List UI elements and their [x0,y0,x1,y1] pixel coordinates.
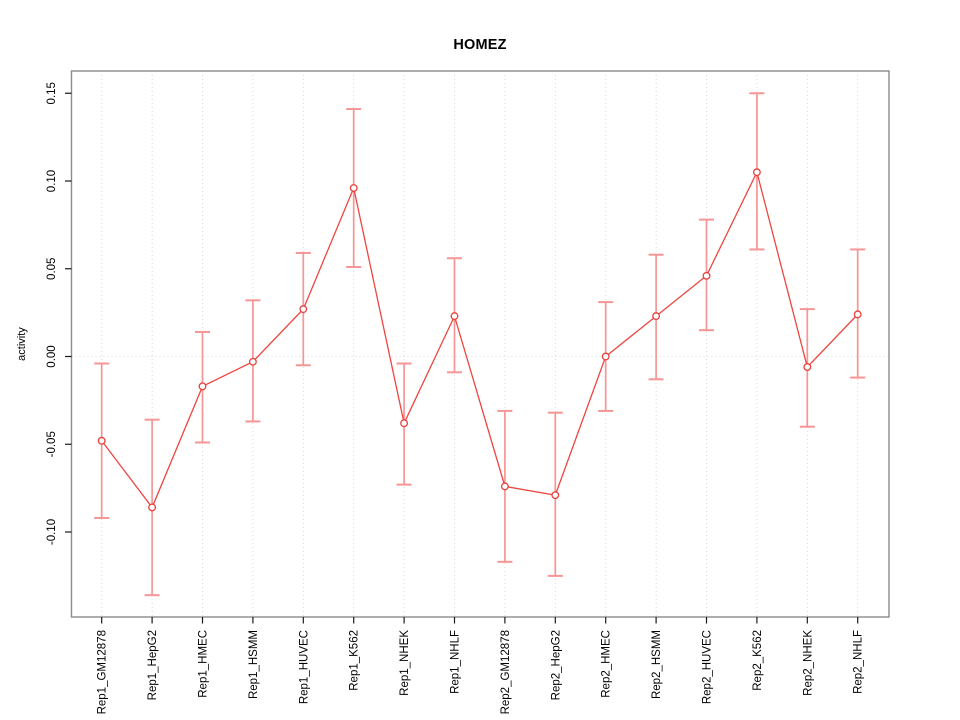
data-point [601,352,610,361]
chart-title: HOMEZ [453,37,507,53]
x-tick-label: Rep1_HepG2 [147,630,159,700]
x-tick-label: Rep1_HSMM [248,630,260,699]
y-tick-label: 0.15 [46,82,58,104]
x-tick-label: Rep2_NHLF [853,630,865,694]
plot-generated-content: 0.15 0.10 0.05 0.00 -0.05 -0.10 Rep1_GM12878 Re… [46,70,890,714]
x-tick-label: Rep2_GM12878 [500,630,512,714]
data-point [500,482,509,491]
y-tick-label: 0.05 [46,258,58,280]
series-line [101,170,859,509]
x-tick-label: Rep2_K562 [752,630,764,691]
data-point [97,436,106,445]
plot-border [70,70,890,618]
x-tick-label: Rep1_HUVEC [298,630,310,704]
x-tick-label: Rep2_HSMM [651,630,663,699]
data-point [148,503,157,512]
data-point [248,357,257,366]
data-point [652,312,661,321]
data-point [702,271,711,280]
x-tick-label: Rep1_NHEK [399,630,411,696]
x-tick-label: Rep2_HUVEC [702,630,714,704]
data-point [400,419,409,428]
data-point [299,305,308,314]
data-point [349,184,358,192]
data-point [853,310,862,319]
data-point [450,312,459,321]
y-tick-label: 0.10 [46,170,58,192]
x-tick-label: Rep1_GM12878 [97,630,109,714]
y-tick-label: 0.00 [46,345,58,367]
x-tick-label: Rep1_HMEC [198,630,210,698]
data-point [198,382,207,391]
data-point [803,363,812,371]
y-tick-label: -0.10 [46,519,58,545]
y-tick-label: -0.05 [46,431,58,457]
data-point [752,168,761,177]
x-tick-label: Rep2_NHEK [802,630,814,696]
data-point [551,491,560,500]
x-tick-label: Rep2_HepG2 [550,630,562,700]
x-tick-label: Rep1_NHLF [450,630,462,694]
x-tick-label: Rep2_HMEC [601,630,613,698]
x-tick-label: Rep1_K562 [349,630,361,691]
y-axis-label: activity [16,327,28,361]
